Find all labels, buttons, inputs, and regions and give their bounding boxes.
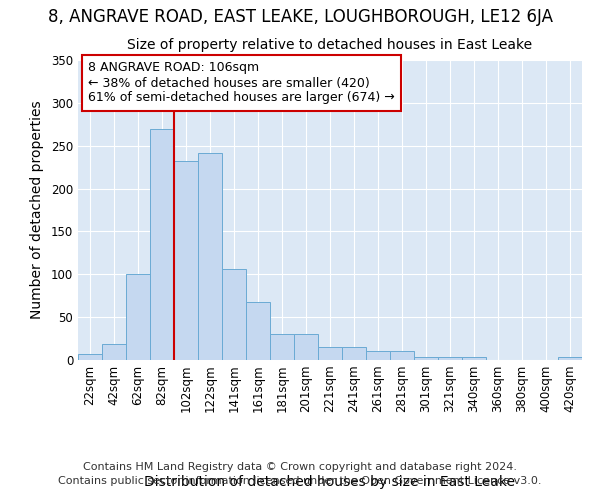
- Bar: [102, 344, 126, 360]
- Text: 8, ANGRAVE ROAD, EAST LEAKE, LOUGHBOROUGH, LE12 6JA: 8, ANGRAVE ROAD, EAST LEAKE, LOUGHBOROUG…: [47, 8, 553, 26]
- Bar: [438, 356, 462, 360]
- Bar: [222, 269, 246, 360]
- Bar: [198, 152, 222, 360]
- Bar: [318, 347, 342, 360]
- Bar: [126, 274, 150, 360]
- Bar: [366, 352, 390, 360]
- Bar: [270, 334, 294, 360]
- Bar: [294, 334, 318, 360]
- Bar: [414, 356, 438, 360]
- Title: Size of property relative to detached houses in East Leake: Size of property relative to detached ho…: [127, 38, 533, 52]
- Bar: [78, 354, 102, 360]
- Text: Contains public sector information licensed under the Open Government Licence v3: Contains public sector information licen…: [58, 476, 542, 486]
- Bar: [342, 347, 366, 360]
- Bar: [174, 161, 198, 360]
- X-axis label: Distribution of detached houses by size in East Leake: Distribution of detached houses by size …: [145, 475, 515, 489]
- Text: Contains HM Land Registry data © Crown copyright and database right 2024.: Contains HM Land Registry data © Crown c…: [83, 462, 517, 472]
- Bar: [246, 302, 270, 360]
- Text: 8 ANGRAVE ROAD: 106sqm
← 38% of detached houses are smaller (420)
61% of semi-de: 8 ANGRAVE ROAD: 106sqm ← 38% of detached…: [88, 62, 395, 104]
- Bar: [462, 358, 486, 360]
- Bar: [390, 352, 414, 360]
- Bar: [150, 128, 174, 360]
- Bar: [558, 358, 582, 360]
- Y-axis label: Number of detached properties: Number of detached properties: [30, 100, 44, 320]
